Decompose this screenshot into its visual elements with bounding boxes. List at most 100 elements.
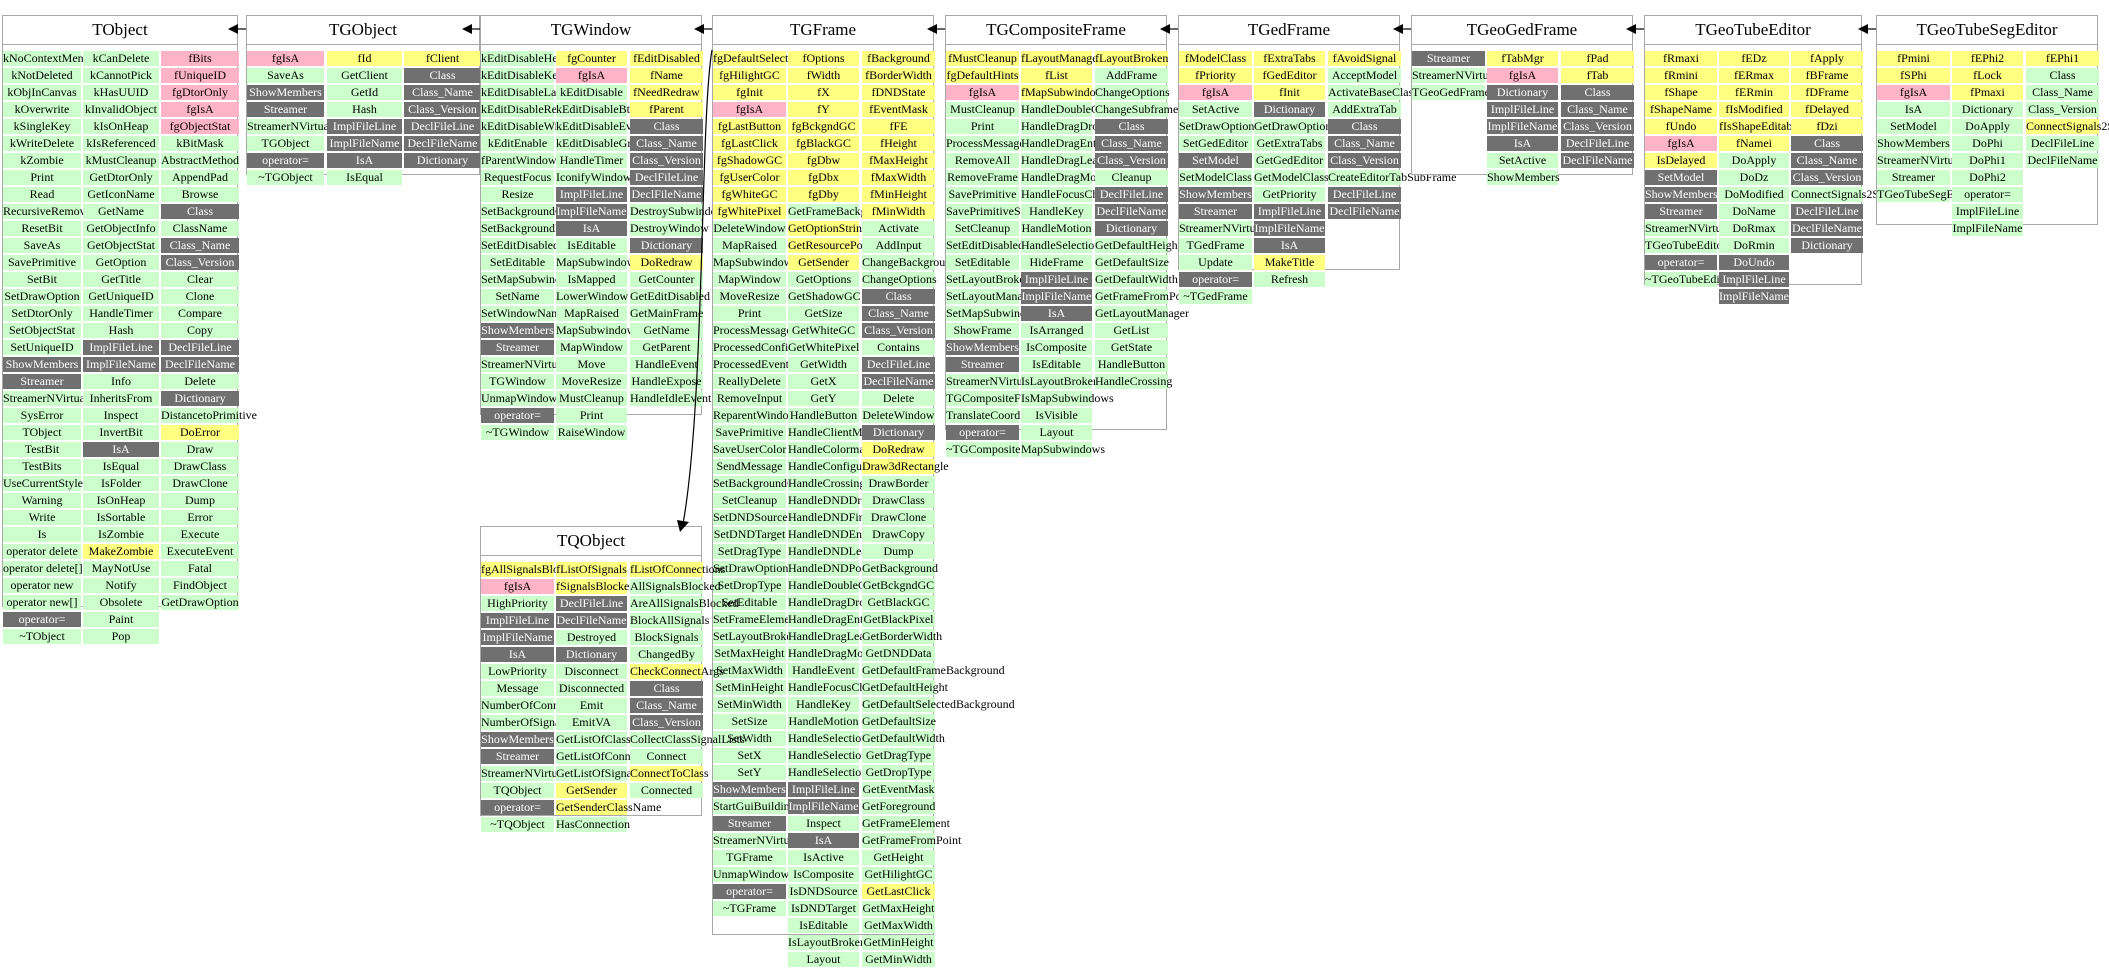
member-item[interactable]: HandleMotion: [1021, 221, 1092, 236]
member-item[interactable]: GetMaxWidth: [862, 918, 935, 933]
member-item[interactable]: kNotDeleted: [3, 68, 81, 83]
member-item[interactable]: Activate: [862, 221, 935, 236]
member-item[interactable]: MustCleanup: [556, 391, 627, 406]
member-item[interactable]: MakeZombie: [83, 544, 159, 559]
member-item[interactable]: SetLayoutManager: [946, 289, 1038, 304]
member-item[interactable]: SetEditable: [713, 595, 786, 610]
member-item[interactable]: ImplFileLine: [556, 187, 627, 202]
member-item[interactable]: MapSubwindows: [556, 323, 641, 338]
member-item[interactable]: HasConnection: [556, 817, 630, 832]
member-item[interactable]: SetLayoutBroken: [946, 272, 1031, 287]
member-item[interactable]: DeclFileLine: [161, 340, 239, 355]
member-item[interactable]: GetGedEditor: [1254, 153, 1325, 168]
member-item[interactable]: AllSignalsBlocked: [630, 579, 721, 594]
member-item[interactable]: LowPriority: [481, 664, 554, 679]
member-item[interactable]: fgIsA: [1487, 68, 1558, 83]
member-item[interactable]: operator=: [3, 612, 81, 627]
member-item[interactable]: SetMapSubwindows: [481, 272, 581, 287]
member-item[interactable]: HandleSelectionClear: [788, 748, 894, 763]
member-item[interactable]: SetEditable: [481, 255, 554, 270]
member-item[interactable]: DeclFileName: [556, 613, 627, 628]
member-item[interactable]: ~TGeoTubeEditor: [1645, 272, 1734, 287]
member-item[interactable]: SetActive: [1179, 102, 1252, 117]
member-item[interactable]: kObjInCanvas: [3, 85, 81, 100]
member-item[interactable]: Message: [481, 681, 554, 696]
member-item[interactable]: SetMapSubwindows: [946, 306, 1046, 321]
member-item[interactable]: ~TGCompositeFrame: [946, 442, 1052, 457]
member-item[interactable]: IsEditable: [1021, 357, 1092, 372]
member-item[interactable]: ShowMembers: [1487, 170, 1560, 185]
member-item[interactable]: kEditDisableKeyEnable: [481, 68, 597, 83]
member-item[interactable]: Class_Name: [630, 136, 703, 151]
member-item[interactable]: HandleIdleEvent: [630, 391, 712, 406]
member-item[interactable]: SetDrawOption: [713, 561, 789, 576]
class-title[interactable]: TGeoTubeSegEditor: [1877, 16, 2097, 45]
member-item[interactable]: Class: [630, 119, 703, 134]
member-item[interactable]: Class_Version: [1095, 153, 1168, 168]
member-item[interactable]: fFE: [862, 119, 935, 134]
member-item[interactable]: HideFrame: [1021, 255, 1092, 270]
member-item[interactable]: GetTitle: [83, 272, 159, 287]
member-item[interactable]: TQObject: [481, 783, 554, 798]
member-item[interactable]: SavePrimitive: [946, 187, 1019, 202]
member-item[interactable]: fBackground: [862, 51, 935, 66]
member-item[interactable]: fHeight: [862, 136, 935, 151]
member-item[interactable]: Dictionary: [1254, 102, 1325, 117]
member-item[interactable]: SetDropType: [713, 578, 786, 593]
member-item[interactable]: ImplFileName: [1254, 221, 1325, 236]
member-item[interactable]: AppendPad: [161, 170, 239, 185]
member-item[interactable]: InheritsFrom: [83, 391, 159, 406]
member-item[interactable]: fMaxWidth: [862, 170, 935, 185]
member-item[interactable]: ConnectSignals2Slots: [2026, 119, 2109, 134]
member-item[interactable]: ChangeOptions: [862, 272, 937, 287]
member-item[interactable]: DoRedraw: [630, 255, 703, 270]
member-item[interactable]: GetListOfSignals: [556, 766, 640, 781]
member-item[interactable]: fgIsA: [481, 579, 554, 594]
member-item[interactable]: GetList: [1095, 323, 1168, 338]
member-item[interactable]: kNoContextMenu: [3, 51, 90, 66]
member-item[interactable]: ShowMembers: [1645, 187, 1718, 202]
member-item[interactable]: operator=: [481, 800, 554, 815]
member-item[interactable]: kOverwrite: [3, 102, 81, 117]
member-item[interactable]: HandleButton: [788, 408, 859, 423]
member-item[interactable]: TGeoTubeSegEditor: [1877, 187, 1977, 202]
member-item[interactable]: GetExtraTabs: [1254, 136, 1325, 151]
member-item[interactable]: SetModelClass: [1179, 170, 1252, 185]
member-item[interactable]: MayNotUse: [83, 561, 159, 576]
member-item[interactable]: Write: [3, 510, 81, 525]
member-item[interactable]: GetEventMask: [862, 782, 935, 797]
member-item[interactable]: DrawCopy: [862, 527, 935, 542]
member-item[interactable]: fDelayed: [1791, 102, 1863, 117]
member-item[interactable]: GetDropType: [862, 765, 935, 780]
member-item[interactable]: DeclFileLine: [556, 596, 627, 611]
member-item[interactable]: Class_Name: [1561, 102, 1634, 117]
member-item[interactable]: IsEqual: [83, 459, 159, 474]
member-item[interactable]: HandleDNDEnter: [788, 527, 875, 542]
member-item[interactable]: Update: [1179, 255, 1252, 270]
member-item[interactable]: Layout: [1021, 425, 1092, 440]
member-item[interactable]: SetX: [713, 748, 786, 763]
member-item[interactable]: ~TGObject: [247, 170, 324, 185]
member-item[interactable]: ShowMembers: [1877, 136, 1950, 151]
member-item[interactable]: fList: [1021, 68, 1092, 83]
member-item[interactable]: IsEditable: [788, 918, 859, 933]
member-item[interactable]: ImplFileLine: [1021, 272, 1092, 287]
member-item[interactable]: SetY: [713, 765, 786, 780]
member-item[interactable]: GetCounter: [630, 272, 703, 287]
member-item[interactable]: fgLastClick: [713, 136, 786, 151]
member-item[interactable]: Streamer: [946, 357, 1019, 372]
member-item[interactable]: DeleteWindow: [862, 408, 935, 423]
member-item[interactable]: Hash: [327, 102, 402, 117]
member-item[interactable]: operator delete[]: [3, 561, 83, 576]
member-item[interactable]: SetModel: [1877, 119, 1950, 134]
member-item[interactable]: ConnectToClass: [630, 766, 709, 781]
member-item[interactable]: ChangeSubframesBackground: [1095, 102, 1242, 117]
member-item[interactable]: UseCurrentStyle: [3, 476, 83, 491]
class-title[interactable]: TGeoTubeEditor: [1645, 16, 1861, 45]
member-item[interactable]: Streamer: [481, 749, 554, 764]
member-item[interactable]: MakeTitle: [1254, 255, 1325, 270]
member-item[interactable]: ImplFileName: [1021, 289, 1092, 304]
member-item[interactable]: HandleDragEnter: [788, 612, 873, 627]
member-item[interactable]: GetParent: [630, 340, 703, 355]
member-item[interactable]: Move: [556, 357, 627, 372]
